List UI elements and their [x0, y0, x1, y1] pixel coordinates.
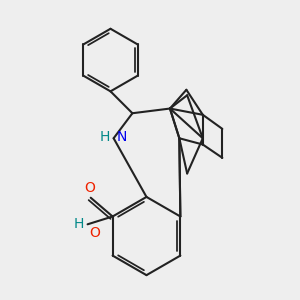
Text: O: O: [85, 181, 95, 195]
Text: O: O: [89, 226, 100, 240]
Text: H: H: [73, 217, 84, 231]
Text: H: H: [99, 130, 110, 145]
Text: N: N: [117, 130, 127, 145]
